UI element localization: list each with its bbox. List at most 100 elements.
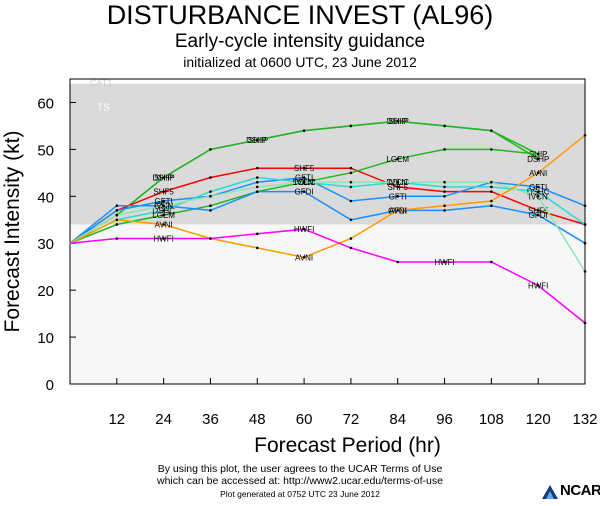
- terms-line-2[interactable]: which can be accessed at: http://www2.uc…: [157, 475, 443, 487]
- x-tick-label: 84: [389, 411, 406, 428]
- x-tick-label: 60: [296, 411, 313, 428]
- data-point-hwfi: [162, 237, 165, 240]
- data-point-ivcn: [349, 180, 353, 184]
- data-point-shf5: [162, 190, 165, 193]
- series-label-ivcn: IVCN: [388, 178, 407, 187]
- series-label-ivcn: IVCN: [529, 192, 548, 201]
- terms-line-1: By using this plot, the user agrees to t…: [157, 463, 443, 475]
- data-point-shf5: [209, 176, 212, 179]
- series-label-shf5: SHF5: [294, 164, 315, 173]
- series-label-hwfi: HWFI: [434, 258, 454, 267]
- y-tick-label: 30: [37, 236, 54, 253]
- data-point-hwfi: [583, 321, 587, 325]
- y-tick-label: 60: [37, 95, 54, 112]
- series-label-dshp: DSHP: [527, 155, 549, 164]
- data-point-avni: [443, 204, 446, 207]
- x-tick-label: 24: [155, 411, 172, 428]
- x-tick-label: 108: [479, 411, 504, 428]
- series-label-dshc: DSHC: [527, 188, 550, 197]
- series-label-shf5: SHF5: [528, 206, 549, 215]
- data-point-shf5: [302, 166, 306, 170]
- data-point-gfti: [536, 185, 540, 189]
- data-point-dshc: [209, 190, 212, 193]
- data-point-avni: [302, 256, 306, 259]
- data-point-shf5: [490, 190, 493, 193]
- data-point-ship: [209, 148, 212, 151]
- data-point-gfti: [396, 195, 400, 198]
- data-point-avni: [536, 171, 540, 175]
- series-label-hwfi: HWFI: [528, 281, 548, 290]
- y-tick-label: 20: [37, 283, 54, 300]
- series-label-ivcn: IVCN: [295, 178, 314, 187]
- series-label-avni: AVNI: [529, 169, 547, 178]
- series-label-dshc: DSHC: [152, 206, 175, 215]
- data-point-gfti: [349, 199, 353, 203]
- x-tick-label: 36: [202, 411, 219, 428]
- y-tick-label: 40: [37, 189, 54, 206]
- data-point-shf5: [349, 166, 353, 170]
- data-point-ivcn: [583, 270, 587, 273]
- series-label-hwfi: HWFI: [294, 225, 314, 234]
- data-point-avni: [490, 199, 493, 203]
- data-point-gfdi: [443, 209, 446, 212]
- series-line-gfti: [69, 176, 586, 244]
- data-point-dshc: [583, 223, 587, 226]
- data-point-gfdi: [349, 218, 353, 222]
- series-line-shf5: [69, 167, 586, 244]
- x-tick-label: 96: [436, 411, 453, 428]
- data-point-ivcn: [490, 180, 493, 184]
- data-point-gfdi: [583, 241, 587, 245]
- series-line-ivcn: [69, 181, 586, 272]
- data-point-lgem: [490, 148, 493, 151]
- data-point-hwfi: [302, 227, 306, 231]
- y-axis-label: Forecast Intensity (kt): [1, 131, 24, 333]
- data-point-dshc: [162, 209, 165, 212]
- chart-title: DISTURBANCE INVEST (AL96): [106, 0, 494, 30]
- data-point-ship: [349, 124, 353, 128]
- data-point-ship: [162, 176, 165, 179]
- series-hwfi: HWFI HWFI HWFI HWFI: [69, 225, 587, 325]
- data-point-avni: [162, 223, 165, 226]
- data-point-lgem: [349, 171, 353, 175]
- data-point-lgem: [162, 213, 165, 217]
- series-label-avni: AVNI: [389, 206, 407, 215]
- data-point-ship: [302, 129, 306, 132]
- data-point-gfti: [302, 176, 306, 179]
- series-label-ivcn: IVCN: [154, 202, 173, 211]
- data-point-shf5: [536, 209, 540, 212]
- data-point-gfdi: [209, 209, 212, 212]
- data-point-lgem: [443, 148, 446, 151]
- y-tick-label: 10: [37, 330, 54, 347]
- series-label-avni: AVNI: [295, 253, 313, 262]
- data-point-avni: [396, 209, 400, 212]
- series-label-gfti: GFTI: [295, 174, 313, 183]
- data-point-dshc: [443, 185, 446, 189]
- x-tick-label: 120: [526, 411, 551, 428]
- series-line-gfdi: [69, 190, 586, 244]
- data-point-ship: [396, 119, 400, 123]
- plot-frame: [69, 78, 586, 385]
- x-axis-label: Forecast Period (hr): [254, 434, 441, 457]
- series-line-hwfi: [69, 228, 586, 324]
- data-point-gfti: [162, 199, 165, 203]
- data-point-hwfi: [396, 260, 400, 264]
- series-label-gfti: GFTI: [529, 183, 547, 192]
- data-point-shf5: [255, 166, 259, 170]
- data-point-gfdi: [490, 204, 493, 207]
- series-label-ship: SHIP: [154, 174, 173, 183]
- data-point-dshc: [349, 185, 353, 189]
- series-label-shf5: SHF5: [388, 183, 409, 192]
- series-label-ship: SHIP: [248, 136, 267, 145]
- data-point-hwfi: [255, 232, 259, 236]
- data-point-ship: [443, 124, 446, 128]
- data-point-hwfi: [115, 237, 119, 240]
- data-point-gfdi: [255, 190, 259, 193]
- data-point-gfti: [115, 209, 119, 212]
- data-point-hwfi: [490, 260, 493, 264]
- data-point-ivcn: [115, 213, 119, 217]
- ncar-logo-text: NCAR: [560, 482, 600, 499]
- series-label-lgem: LGEM: [152, 211, 175, 220]
- series-label-gfdi: GFDI: [295, 188, 314, 197]
- x-tick-label: 48: [249, 411, 266, 428]
- data-point-avni: [349, 237, 353, 240]
